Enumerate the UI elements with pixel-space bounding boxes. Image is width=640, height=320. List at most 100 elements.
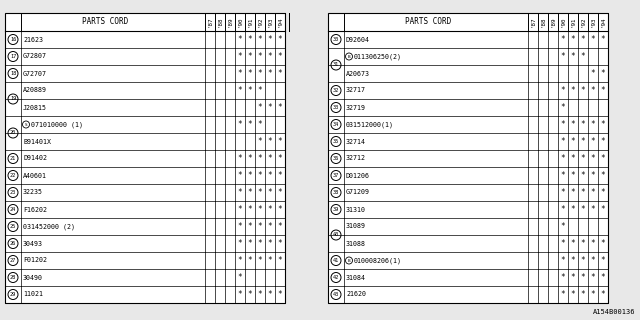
Text: *: * [268,35,272,44]
Text: *: * [591,120,595,129]
Text: D01206: D01206 [346,172,370,179]
Text: *: * [268,188,272,197]
Text: *: * [268,171,272,180]
Text: '88: '88 [218,17,223,27]
Text: *: * [580,86,586,95]
Bar [5,13,285,303]
Text: *: * [237,86,243,95]
Text: *: * [561,154,565,163]
Text: *: * [278,171,282,180]
Text: 071010000 (1): 071010000 (1) [31,121,83,128]
Text: D92604: D92604 [346,36,370,43]
Text: '91: '91 [248,17,253,27]
Text: *: * [580,290,586,299]
Text: *: * [248,188,252,197]
Text: 11021: 11021 [23,292,43,298]
Text: *: * [591,69,595,78]
Text: 28: 28 [10,275,16,280]
Text: *: * [237,52,243,61]
Text: 42: 42 [333,275,339,280]
Text: A40601: A40601 [23,172,47,179]
Text: *: * [258,137,262,146]
Text: A20889: A20889 [23,87,47,93]
Text: 32: 32 [333,88,339,93]
Text: *: * [561,239,565,248]
Text: *: * [580,120,586,129]
Text: *: * [561,120,565,129]
Text: *: * [248,222,252,231]
Text: *: * [601,35,605,44]
Text: 31310: 31310 [346,206,366,212]
Text: *: * [278,154,282,163]
Text: *: * [591,137,595,146]
Text: *: * [571,35,575,44]
Text: *: * [258,222,262,231]
Text: F16202: F16202 [23,206,47,212]
Text: *: * [571,188,575,197]
Text: *: * [258,239,262,248]
Text: *: * [561,188,565,197]
Text: '93: '93 [591,17,595,27]
Text: *: * [237,120,243,129]
Text: *: * [561,290,565,299]
Text: 37: 37 [333,173,339,178]
Text: *: * [237,205,243,214]
Text: 32714: 32714 [346,139,366,145]
Text: *: * [591,256,595,265]
Text: *: * [278,69,282,78]
Text: *: * [278,222,282,231]
Text: *: * [580,52,586,61]
Text: *: * [601,273,605,282]
Text: *: * [278,188,282,197]
Text: *: * [601,290,605,299]
Text: *: * [580,171,586,180]
Text: *: * [258,120,262,129]
Text: 25: 25 [10,224,16,229]
Text: *: * [561,205,565,214]
Text: A154B00136: A154B00136 [593,309,635,315]
Text: *: * [591,239,595,248]
Text: 30490: 30490 [23,275,43,281]
Text: 30493: 30493 [23,241,43,246]
Text: *: * [278,239,282,248]
Text: *: * [591,205,595,214]
Text: *: * [278,290,282,299]
Text: *: * [571,290,575,299]
Text: *: * [248,256,252,265]
Text: *: * [268,256,272,265]
Text: *: * [248,239,252,248]
Text: B: B [348,54,350,59]
Text: *: * [278,205,282,214]
Text: *: * [571,171,575,180]
Text: *: * [258,171,262,180]
Text: J20815: J20815 [23,105,47,110]
Text: *: * [580,137,586,146]
Text: 18: 18 [10,71,16,76]
Text: '94: '94 [278,17,282,27]
Text: 31084: 31084 [346,275,366,281]
Text: *: * [237,188,243,197]
Text: *: * [591,171,595,180]
Text: '87: '87 [207,17,212,27]
Text: *: * [591,290,595,299]
Text: B91401X: B91401X [23,139,51,145]
Text: '89: '89 [227,17,232,27]
Bar [328,13,608,303]
Text: 27: 27 [10,258,16,263]
Text: *: * [268,290,272,299]
Text: *: * [268,239,272,248]
Text: *: * [258,69,262,78]
Text: *: * [601,154,605,163]
Text: *: * [601,205,605,214]
Text: 31: 31 [333,62,339,68]
Text: 30: 30 [333,37,339,42]
Text: *: * [237,222,243,231]
Text: '90: '90 [237,17,243,27]
Text: 031512000(1): 031512000(1) [346,121,394,128]
Text: B: B [348,259,350,262]
Text: *: * [268,103,272,112]
Text: *: * [248,205,252,214]
Text: *: * [571,256,575,265]
Text: *: * [580,205,586,214]
Text: *: * [561,273,565,282]
